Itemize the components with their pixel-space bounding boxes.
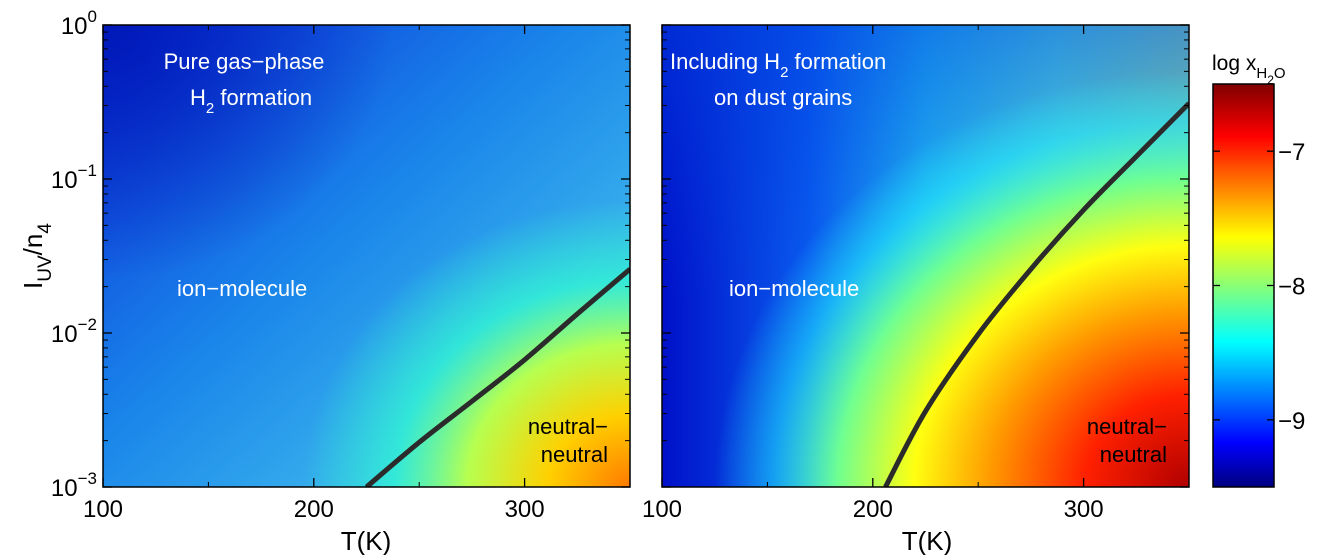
y-tick-label: 10−2 <box>51 315 97 348</box>
left-annotation-title-line1: Pure gas−phase <box>164 49 325 74</box>
colorbar-title: log xH2O <box>1212 52 1286 87</box>
right-boundary-curve <box>883 101 1189 487</box>
left-heatmap <box>103 25 630 487</box>
left-plot-frame <box>102 24 631 488</box>
y-tick-label: 100 <box>61 7 97 40</box>
y-tick-label: 10−3 <box>51 469 97 502</box>
right-ticks: 100 200 300 <box>642 24 1189 523</box>
right-annotation-neutral-line1: neutral− <box>1087 414 1167 439</box>
right-heatmap <box>662 25 1189 487</box>
colorbar-ticks: −9 −8 −7 <box>1213 139 1305 435</box>
y-tick-label: 10−1 <box>51 161 97 194</box>
left-annotation-neutral-line2: neutral <box>541 442 608 467</box>
colorbar-tick-label: −7 <box>1278 139 1305 166</box>
left-annotation-neutral-line1: neutral− <box>528 414 608 439</box>
left-boundary-curve <box>364 267 630 487</box>
right-annotation-title-line2: on dust grains <box>714 85 852 110</box>
left-ticks: 100 200 300 10−3 10−2 10−1 100 <box>51 7 630 523</box>
left-x-axis-label: T(K) <box>341 526 392 555</box>
y-axis-label: IUV/n4 <box>18 223 56 289</box>
left-annotation-ion-molecule: ion−molecule <box>177 276 307 301</box>
colorbar-tick-label: −8 <box>1278 274 1305 301</box>
left-x-tick-label: 200 <box>294 496 334 523</box>
colorbar-gradient <box>1213 84 1274 487</box>
right-annotation-title-line1: Including H2 formation <box>670 49 886 81</box>
right-x-tick-label: 200 <box>853 496 893 523</box>
right-x-axis-label: T(K) <box>902 526 953 555</box>
colorbar: log xH2O −9 −8 −7 <box>1212 52 1305 488</box>
right-x-tick-label: 100 <box>642 496 682 523</box>
right-plot-frame <box>661 24 1190 488</box>
left-x-tick-label: 100 <box>83 496 123 523</box>
right-annotation-neutral-line2: neutral <box>1100 442 1167 467</box>
left-annotation-title-line2: H2 formation <box>190 85 312 117</box>
left-x-tick-label: 300 <box>505 496 545 523</box>
right-annotation-ion-molecule: ion−molecule <box>729 276 859 301</box>
colorbar-tick-label: −9 <box>1278 408 1305 435</box>
right-panel: 100 200 300 Including H2 formation on dust… <box>642 24 1190 555</box>
right-x-tick-label: 300 <box>1064 496 1104 523</box>
